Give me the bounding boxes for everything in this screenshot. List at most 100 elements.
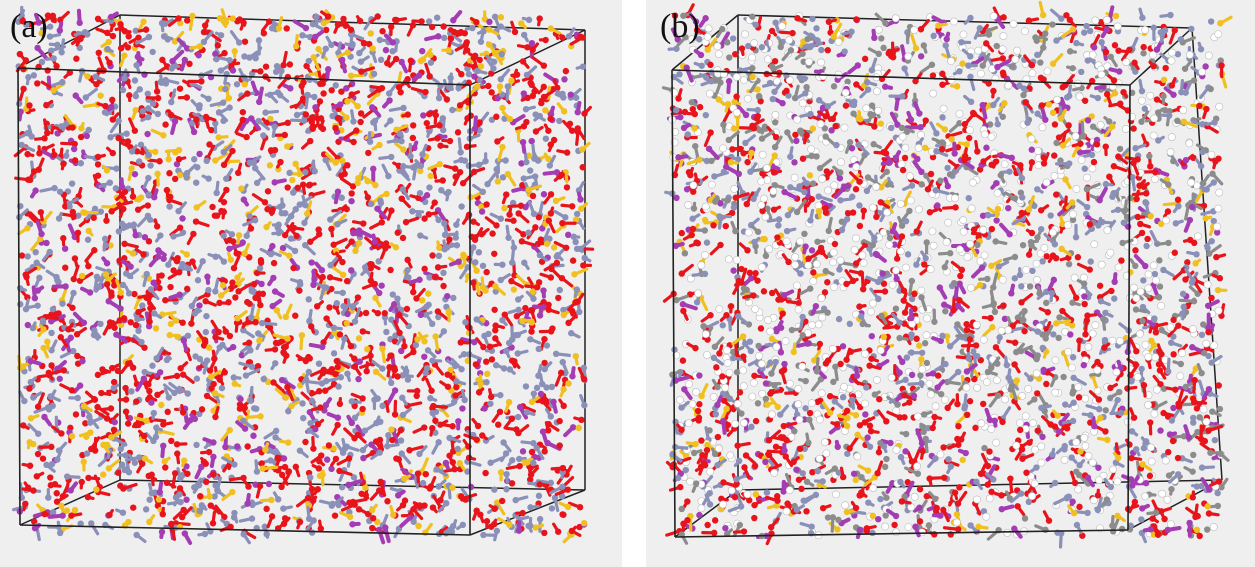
simulation-box-b	[661, 0, 1233, 549]
nitrogen-atom	[398, 138, 405, 145]
oxygen-atom	[470, 54, 478, 61]
oxygen-atom	[322, 26, 330, 34]
oxygen-atom	[559, 464, 567, 472]
polymer-atom	[696, 511, 703, 519]
oxygen-atom	[71, 140, 78, 148]
oxygen-atom	[156, 158, 163, 165]
oxygen-atom	[117, 25, 125, 32]
nitrogen-atom	[172, 494, 180, 501]
oxygen-atom	[20, 65, 27, 73]
oxygen-atom	[298, 82, 305, 90]
polymer-atom	[371, 238, 379, 245]
nitrogen-atom	[240, 531, 247, 538]
polymer-atom	[312, 33, 319, 41]
nitrogen-atom	[49, 305, 57, 313]
oxygen-atom	[856, 222, 864, 230]
sulfur-atom	[238, 185, 245, 192]
nitrogen-atom	[213, 189, 220, 197]
nitrogen-atom	[191, 156, 198, 163]
oxygen-atom	[1147, 163, 1154, 170]
nitrogen-atom	[427, 59, 435, 66]
oxygen-atom	[236, 401, 244, 408]
oxygen-atom	[85, 474, 92, 482]
nitrogen-atom	[453, 221, 460, 228]
carbon-atom	[1049, 21, 1056, 28]
nitrogen-atom	[65, 200, 73, 207]
polymer-atom	[550, 398, 557, 406]
oxygen-atom	[212, 334, 219, 341]
nitrogen-atom	[473, 316, 480, 323]
oxygen-atom	[358, 68, 365, 75]
nitrogen-atom	[427, 394, 434, 402]
nitrogen-atom	[97, 320, 104, 328]
oxygen-atom	[321, 387, 329, 394]
sulfur-atom	[298, 332, 306, 339]
nitrogen-atom	[432, 429, 439, 436]
oxygen-atom	[179, 319, 186, 326]
nitrogen-atom	[311, 168, 318, 175]
sulfur-atom	[275, 25, 283, 32]
sulfur-atom	[518, 20, 525, 27]
nitrogen-atom	[475, 249, 483, 256]
oxygen-atom	[175, 269, 183, 276]
oxygen-atom	[452, 392, 459, 399]
polymer-atom	[382, 524, 389, 531]
nitrogen-atom	[527, 167, 534, 174]
oxygen-atom	[233, 250, 240, 257]
polymer-atom	[481, 405, 488, 412]
oxygen-atom	[121, 188, 129, 195]
nitrogen-atom	[193, 441, 200, 449]
oxygen-atom	[284, 73, 292, 81]
sulfur-atom	[542, 107, 549, 114]
nitrogen-atom	[153, 355, 160, 362]
nitrogen-atom	[18, 141, 25, 149]
nitrogen-atom	[512, 331, 519, 339]
oxygen-atom	[139, 460, 146, 467]
oxygen-atom	[175, 156, 183, 163]
oxygen-atom	[542, 36, 549, 44]
oxygen-atom	[307, 238, 314, 245]
nitrogen-atom	[268, 25, 276, 32]
oxygen-atom	[338, 172, 345, 179]
nitrogen-atom	[491, 13, 499, 20]
polymer-atom	[389, 39, 396, 46]
oxygen-atom	[527, 471, 535, 478]
oxygen-atom	[109, 364, 116, 372]
oxygen-atom	[203, 392, 211, 400]
oxygen-atom	[579, 164, 586, 171]
polymer-atom	[416, 276, 423, 283]
nitrogen-atom	[328, 502, 336, 509]
nitrogen-atom	[497, 76, 504, 83]
oxygen-atom	[394, 373, 401, 380]
sulfur-atom	[63, 507, 71, 514]
polymer-atom	[322, 402, 330, 409]
oxygen-atom	[462, 41, 470, 49]
oxygen-atom	[555, 528, 562, 535]
nitrogen-atom	[497, 23, 504, 30]
oxygen-atom	[130, 504, 137, 511]
sulfur-atom	[154, 170, 161, 178]
nitrogen-atom	[33, 259, 40, 266]
box-edge	[19, 524, 471, 536]
oxygen-atom	[495, 421, 502, 428]
oxygen-atom	[472, 361, 480, 368]
oxygen-atom	[159, 510, 166, 518]
oxygen-atom	[429, 252, 436, 259]
nitrogen-atom	[163, 356, 171, 364]
sulfur-atom	[128, 165, 135, 172]
sulfur-atom	[282, 394, 290, 401]
nitrogen-atom	[240, 74, 248, 81]
oxygen-atom	[358, 490, 365, 497]
nitrogen-atom	[104, 45, 111, 53]
sulfur-atom	[135, 196, 142, 203]
oxygen-atom	[438, 528, 446, 536]
sulfur-atom	[231, 380, 238, 387]
oxygen-atom	[115, 469, 122, 476]
oxygen-atom	[184, 470, 191, 477]
nitrogen-atom	[339, 289, 346, 296]
carbon-atom	[1158, 326, 1165, 334]
polymer-atom	[76, 382, 84, 389]
oxygen-atom	[69, 208, 76, 216]
nitrogen-atom	[110, 384, 117, 392]
nitrogen-atom	[322, 156, 329, 164]
